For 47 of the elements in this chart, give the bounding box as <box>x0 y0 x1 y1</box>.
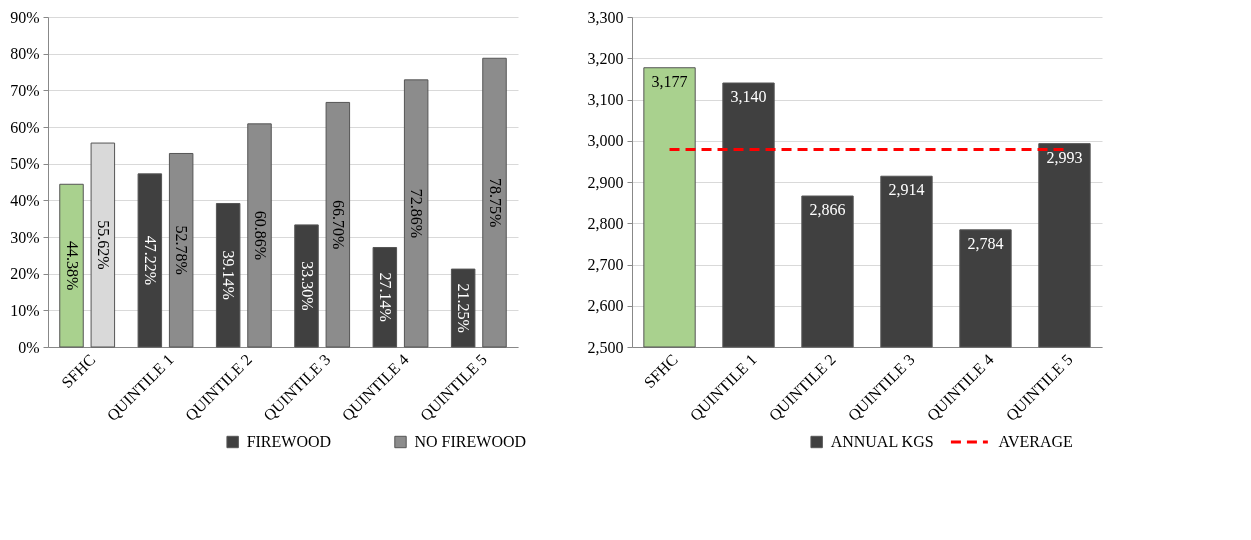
y-tick-label: 2,500 <box>587 338 624 356</box>
legend-label: NO FIREWOOD <box>414 433 527 450</box>
data-label: 2,914 <box>888 181 925 199</box>
data-label: 2,866 <box>809 201 846 219</box>
data-label: 66.70% <box>329 200 347 250</box>
y-tick-label: 80% <box>10 45 40 63</box>
bar <box>59 183 84 348</box>
data-label: 47.22% <box>141 235 159 286</box>
data-label: 2,993 <box>1046 148 1083 166</box>
y-tick-label: 50% <box>10 155 40 173</box>
y-tick-label: 40% <box>10 191 40 209</box>
data-label: 44.38% <box>63 240 81 291</box>
data-label: 2,784 <box>967 234 1004 252</box>
data-label: 33.30% <box>298 261 316 311</box>
y-tick-label: 3,100 <box>587 91 624 108</box>
bar <box>215 202 241 348</box>
y-tick-label: 0% <box>18 338 40 356</box>
data-label: 78.75% <box>486 177 504 228</box>
data-label: 72.86% <box>408 188 426 239</box>
y-tick-label: 70% <box>10 81 40 99</box>
y-tick-label: 10% <box>10 301 40 319</box>
bar <box>450 268 476 348</box>
y-tick-label: 2,600 <box>587 297 624 315</box>
data-label: 27.14% <box>376 272 394 322</box>
y-tick-label: 2,900 <box>587 173 624 191</box>
legend-label: ANNUAL KGS <box>830 433 934 450</box>
y-tick-label: 20% <box>10 265 40 283</box>
bar <box>372 246 398 348</box>
data-label: 3,177 <box>651 72 688 90</box>
data-label: 60.86% <box>251 210 269 261</box>
y-tick-label: 30% <box>10 228 40 246</box>
bar <box>294 224 319 348</box>
data-label: 3,140 <box>730 88 767 105</box>
legend-label: AVERAGE <box>998 433 1073 450</box>
y-tick-label: 2,700 <box>587 256 624 273</box>
y-tick-label: 3,000 <box>587 132 624 150</box>
bar <box>137 173 163 348</box>
data-label: 21.25% <box>455 283 473 333</box>
y-tick-label: 60% <box>10 118 40 136</box>
y-tick-label: 3,200 <box>587 49 624 67</box>
data-label: 55.62% <box>94 220 112 270</box>
y-tick-label: 90% <box>10 8 40 26</box>
data-label: 39.14% <box>220 250 238 300</box>
data-label: 52.78% <box>173 225 191 275</box>
y-tick-label: 2,800 <box>587 214 624 232</box>
y-tick-label: 3,300 <box>587 8 624 26</box>
legend-label: FIREWOOD <box>246 433 332 450</box>
